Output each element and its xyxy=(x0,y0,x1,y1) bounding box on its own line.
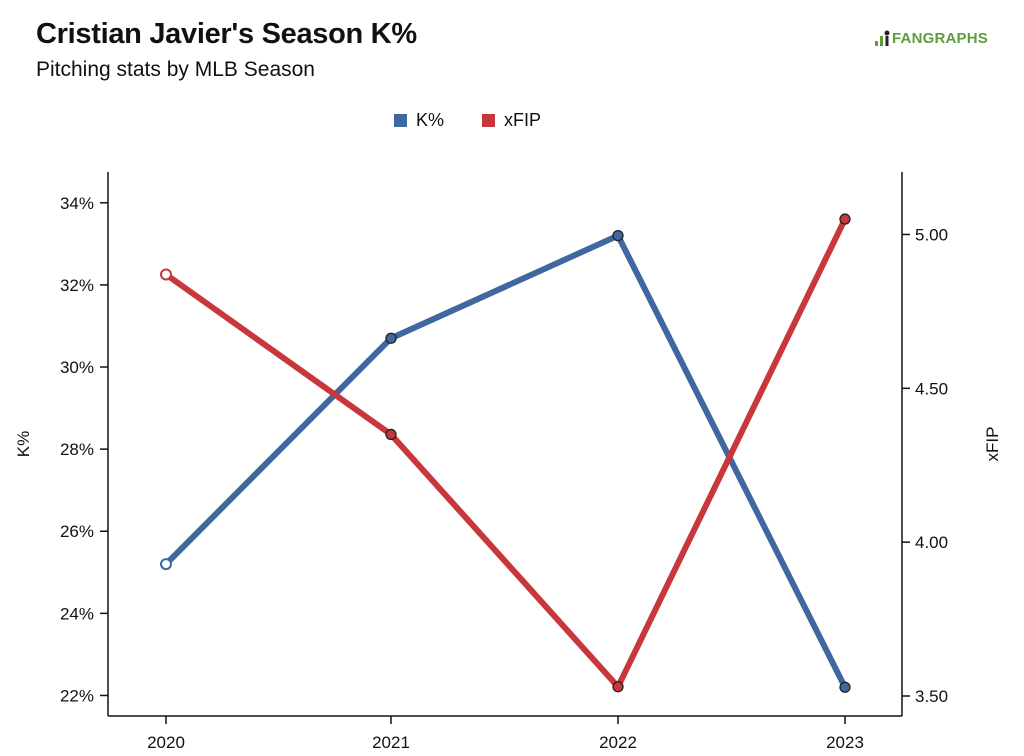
y-right-axis-title: xFIP xyxy=(983,427,1002,462)
fangraphs-logo-icon xyxy=(875,30,890,46)
y-right-tick-label: 5.00 xyxy=(915,225,948,244)
legend-item-k-pct[interactable]: K% xyxy=(394,110,444,131)
data-point-xfip xyxy=(612,681,624,693)
data-point-k xyxy=(160,558,172,571)
series-line-k xyxy=(163,232,848,691)
legend-swatch-xfip xyxy=(482,114,496,127)
x-tick-label: 2021 xyxy=(372,733,410,752)
fangraphs-logo[interactable]: FANGRAPHS xyxy=(874,29,988,47)
legend-item-xfip[interactable]: xFIP xyxy=(482,110,541,131)
legend-swatch-k-pct xyxy=(394,114,407,127)
x-tick-label: 2020 xyxy=(147,733,185,752)
legend-label-xfip: xFIP xyxy=(504,110,542,130)
chart-subtitle: Pitching stats by MLB Season xyxy=(36,58,315,81)
y-right-tick-label: 4.00 xyxy=(915,533,948,552)
y-left-tick-label: 30% xyxy=(60,358,94,377)
y-left-tick-label: 24% xyxy=(60,604,94,623)
data-point-xfip xyxy=(839,213,851,225)
legend-label-k-pct: K% xyxy=(416,110,445,130)
x-tick-label: 2022 xyxy=(599,733,637,752)
data-point-k xyxy=(839,681,851,693)
data-point-xfip xyxy=(385,428,397,441)
y-left-tick-label: 32% xyxy=(60,276,94,295)
logo-text: FANGRAPHS xyxy=(892,29,988,47)
legend: K% xFIP xyxy=(394,110,541,131)
series-line-xfip xyxy=(163,216,848,690)
y-left-tick-label: 22% xyxy=(60,686,94,705)
data-point-xfip xyxy=(160,268,172,281)
y-right-tick-label: 4.50 xyxy=(915,379,948,398)
y-left-tick-label: 28% xyxy=(60,440,94,459)
y-left-tick-label: 34% xyxy=(60,194,94,213)
data-point-k xyxy=(612,229,624,242)
y-left-tick-label: 26% xyxy=(60,522,94,541)
y-right-tick-label: 3.50 xyxy=(915,687,948,706)
chart-title: Cristian Javier's Season K% xyxy=(36,18,417,50)
data-point-k xyxy=(385,332,397,344)
y-left-axis-title: K% xyxy=(14,431,33,457)
x-tick-label: 2023 xyxy=(826,733,864,752)
